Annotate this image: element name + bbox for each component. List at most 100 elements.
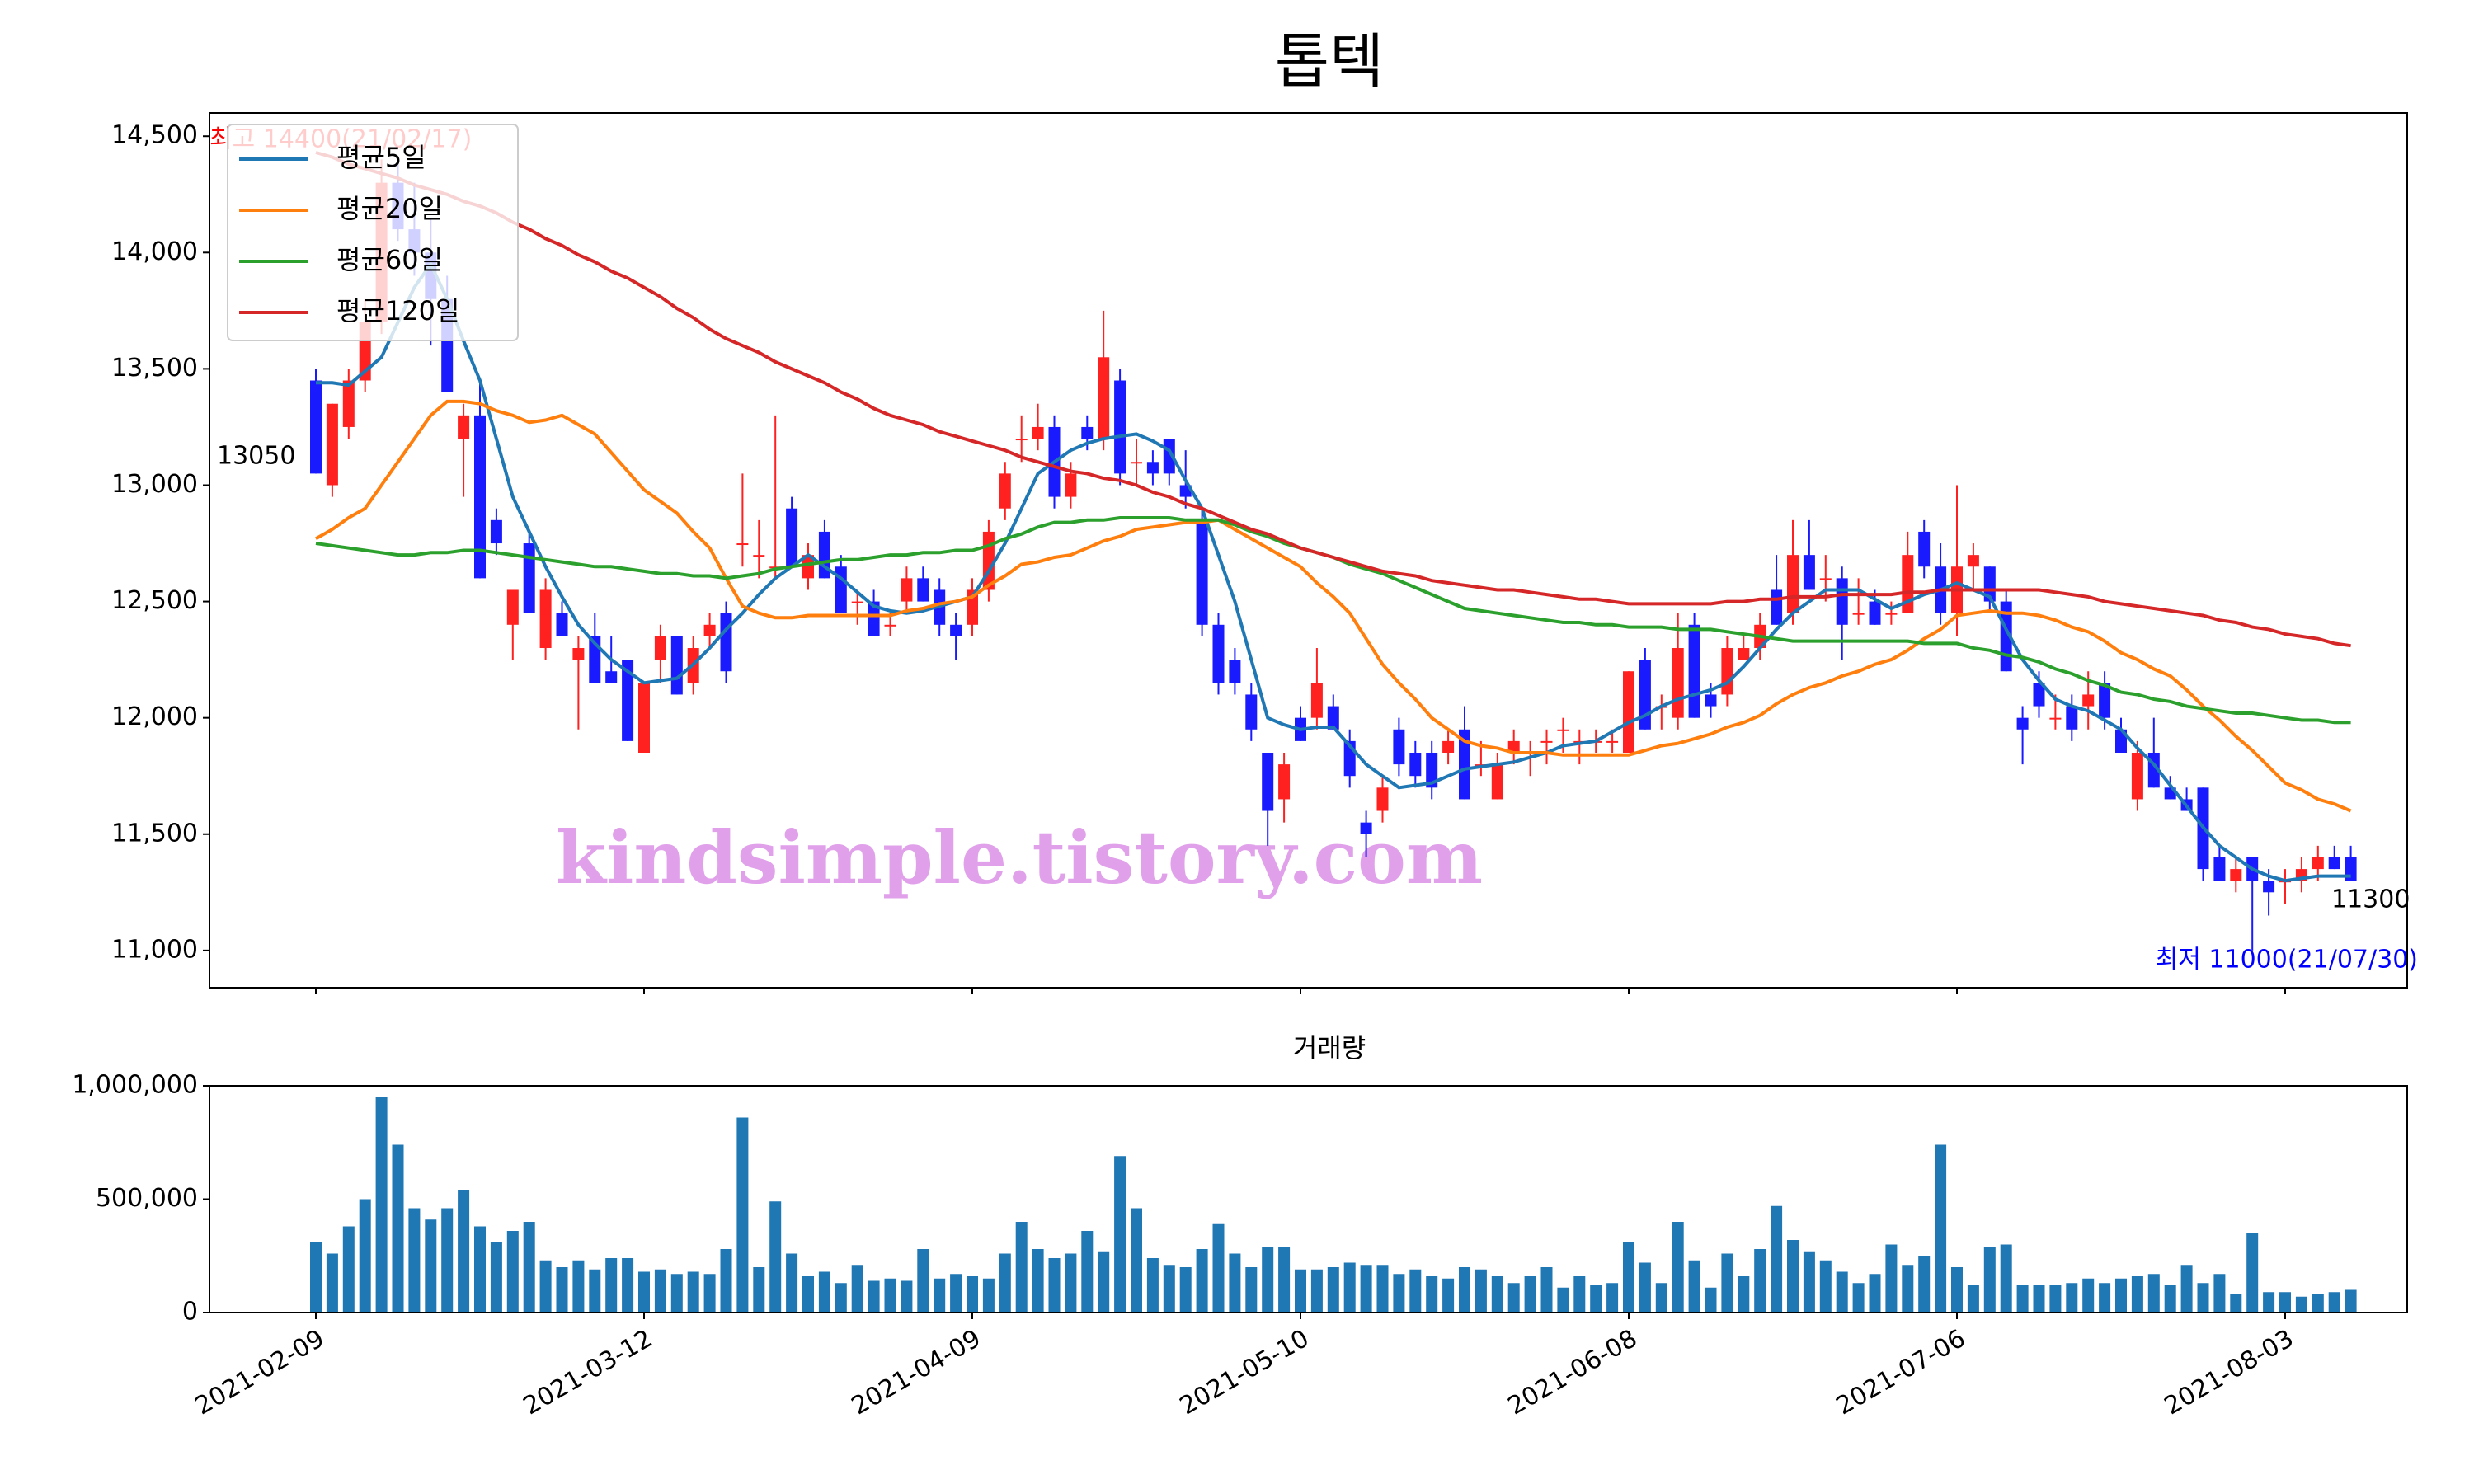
volume-bar	[851, 1265, 863, 1313]
volume-bar	[310, 1242, 322, 1313]
annotation: 최저 11000(21/07/30)	[2156, 946, 2418, 974]
y-tick-label: 12,500	[111, 586, 198, 615]
volume-bar	[490, 1242, 502, 1313]
candle-body	[1032, 426, 1044, 439]
candle-body	[1459, 729, 1470, 800]
legend-label: 평균5일	[336, 142, 426, 173]
volume-bar	[2016, 1285, 2029, 1313]
volume-bar	[1983, 1247, 1996, 1313]
candle-body	[2312, 857, 2324, 870]
volume-bar	[1065, 1253, 1077, 1313]
volume-bar	[1705, 1287, 1717, 1313]
candle-body	[1771, 589, 1783, 625]
candle-body	[1869, 601, 1881, 625]
candle-body	[1787, 555, 1799, 613]
volume-bar	[1360, 1265, 1372, 1313]
volume-bar	[1491, 1276, 1503, 1313]
candle-body	[802, 555, 814, 579]
volume-bar	[1951, 1267, 1963, 1313]
y-tick-label: 13,500	[111, 354, 198, 383]
volume-bar	[572, 1260, 585, 1313]
volume-bar	[1771, 1205, 1783, 1313]
candle-body	[1557, 729, 1569, 731]
candle-body	[2230, 869, 2242, 881]
candle-body	[1540, 740, 1553, 743]
volume-bar	[917, 1249, 929, 1313]
volume-bar	[523, 1222, 535, 1313]
legend-label: 평균120일	[336, 295, 459, 326]
volume-bar	[1048, 1258, 1061, 1313]
candle-body	[1212, 624, 1225, 683]
volume-bar	[1918, 1256, 1931, 1313]
volume-bar	[736, 1117, 749, 1313]
volume-bar	[1278, 1247, 1291, 1313]
volume-bar	[605, 1258, 618, 1313]
candle-body	[2016, 717, 2029, 730]
volume-bar	[1672, 1222, 1684, 1313]
candle-body	[851, 601, 863, 603]
volume-bar	[2312, 1294, 2324, 1313]
volume-bar	[1114, 1156, 1126, 1313]
volume-bar	[2328, 1292, 2340, 1313]
y-tick-label: 14,000	[111, 237, 198, 266]
volume-bar	[934, 1278, 946, 1313]
candle-body	[326, 403, 338, 486]
ma-line	[315, 516, 2351, 725]
volume-bar	[967, 1276, 978, 1313]
candle-body	[1327, 706, 1339, 730]
volume-bar	[1557, 1287, 1569, 1313]
volume-bar	[1376, 1265, 1389, 1313]
candle-body	[2099, 683, 2111, 718]
candle-body	[1885, 613, 1898, 615]
volume-bar	[2230, 1294, 2242, 1313]
volume-bar	[408, 1208, 421, 1313]
volume-bar	[359, 1199, 371, 1313]
volume-bar	[1295, 1269, 1306, 1313]
x-tick-label: 2021-07-06	[1832, 1324, 1970, 1421]
volume-bar	[1343, 1262, 1356, 1313]
volume-bar	[1098, 1251, 1110, 1313]
volume-bar	[1639, 1262, 1651, 1313]
candle-body	[506, 589, 519, 625]
volume-bar	[818, 1271, 830, 1313]
candle-body	[523, 543, 535, 613]
volume-bar	[2033, 1285, 2045, 1313]
ma-line	[315, 399, 2352, 813]
volume-bar	[342, 1226, 355, 1313]
price-frame	[209, 112, 2408, 989]
volume-bar	[2279, 1292, 2291, 1313]
candle-body	[1278, 764, 1291, 800]
volume-bar	[1393, 1274, 1405, 1313]
candle-body	[703, 624, 716, 636]
volume-bar	[1081, 1231, 1094, 1313]
volume-bar	[2082, 1278, 2095, 1313]
ma-line	[315, 151, 2351, 648]
candle-body	[458, 415, 470, 439]
candle-body	[1819, 578, 1832, 580]
candle-body	[2115, 729, 2127, 753]
volume-bar	[2213, 1274, 2226, 1313]
candle-body	[2033, 683, 2045, 707]
volume-bar	[687, 1271, 699, 1313]
volume-bar	[539, 1260, 552, 1313]
watermark: kindsimple.tistory.com	[556, 815, 1483, 900]
candle-body	[1146, 462, 1159, 474]
x-tick-label: 2021-04-09	[847, 1324, 985, 1421]
candle-body	[1672, 648, 1684, 718]
y-tick-label: 1,000,000	[72, 1071, 198, 1100]
volume-bar	[2131, 1276, 2143, 1313]
candle-body	[1606, 740, 1619, 743]
candle-body	[1360, 822, 1372, 834]
volume-bar	[1573, 1276, 1586, 1313]
volume-bar	[901, 1280, 913, 1313]
candle-body	[1836, 578, 1848, 625]
candle-body	[1721, 648, 1733, 695]
candle-body	[1310, 683, 1323, 718]
volume-bar	[1738, 1276, 1750, 1313]
candle-body	[670, 636, 683, 695]
candle-body	[2131, 752, 2143, 800]
volume-bar	[1459, 1267, 1470, 1313]
candle-body	[605, 671, 618, 683]
candle-body	[1967, 555, 1979, 567]
